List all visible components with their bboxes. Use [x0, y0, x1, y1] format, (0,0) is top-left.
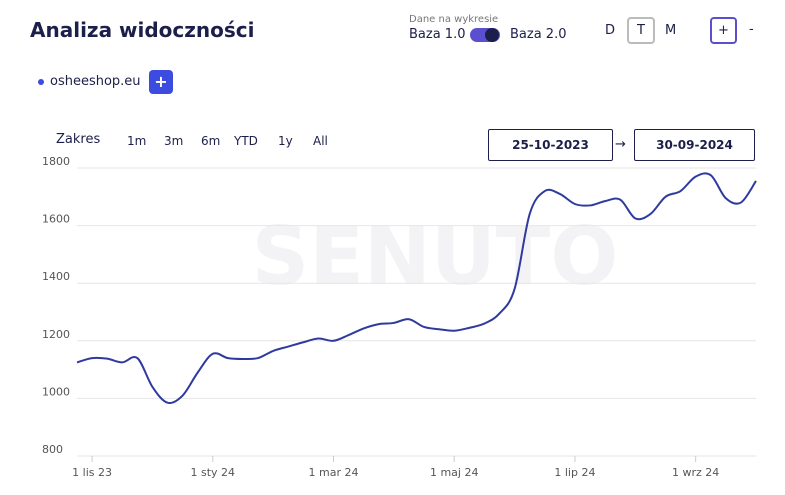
x-tick-label: 1 lip 24: [554, 466, 595, 479]
y-tick-label: 1400: [42, 270, 70, 283]
x-tick-label: 1 maj 24: [430, 466, 479, 479]
title: Analiza widoczności: [30, 18, 255, 42]
range-option[interactable]: All: [313, 134, 328, 148]
date-to[interactable]: 30-09-2024: [634, 129, 755, 161]
x-tick-label: 1 sty 24: [191, 466, 236, 479]
x-tick-label: 1 mar 24: [309, 466, 359, 479]
date-from[interactable]: 25-10-2023: [488, 129, 613, 161]
zoom-out[interactable]: -: [749, 22, 754, 37]
zoom-in[interactable]: +: [710, 17, 737, 44]
toggle-caption: Dane na wykresie: [409, 14, 499, 25]
watermark: SENUTO: [252, 210, 619, 303]
y-tick-label: 1800: [42, 155, 70, 168]
date-arrow: →: [615, 137, 626, 152]
y-tick-label: 1200: [42, 328, 70, 341]
period-button[interactable]: M: [665, 23, 677, 38]
range-option[interactable]: 3m: [164, 134, 184, 148]
toggle[interactable]: [470, 28, 500, 42]
legend-dot: [38, 79, 44, 85]
period-button[interactable]: D: [605, 23, 616, 38]
toggle-left[interactable]: Baza 1.0: [409, 27, 466, 42]
range-option[interactable]: 1m: [127, 134, 147, 148]
y-tick-label: 1600: [42, 213, 70, 226]
range-label: Zakres: [56, 132, 101, 147]
range-option[interactable]: 1y: [278, 134, 293, 148]
add-domain[interactable]: +: [149, 70, 173, 94]
y-tick-label: 1000: [42, 385, 70, 398]
range-option[interactable]: 6m: [201, 134, 221, 148]
x-tick-label: 1 lis 23: [72, 466, 112, 479]
range-option[interactable]: YTD: [234, 134, 258, 148]
x-tick-label: 1 wrz 24: [672, 466, 719, 479]
line: [76, 172, 757, 405]
y-tick-label: 800: [42, 443, 63, 456]
domain-name: osheeshop.eu: [50, 74, 141, 89]
toggle-right[interactable]: Baza 2.0: [510, 27, 567, 42]
period-button[interactable]: T: [627, 17, 655, 44]
